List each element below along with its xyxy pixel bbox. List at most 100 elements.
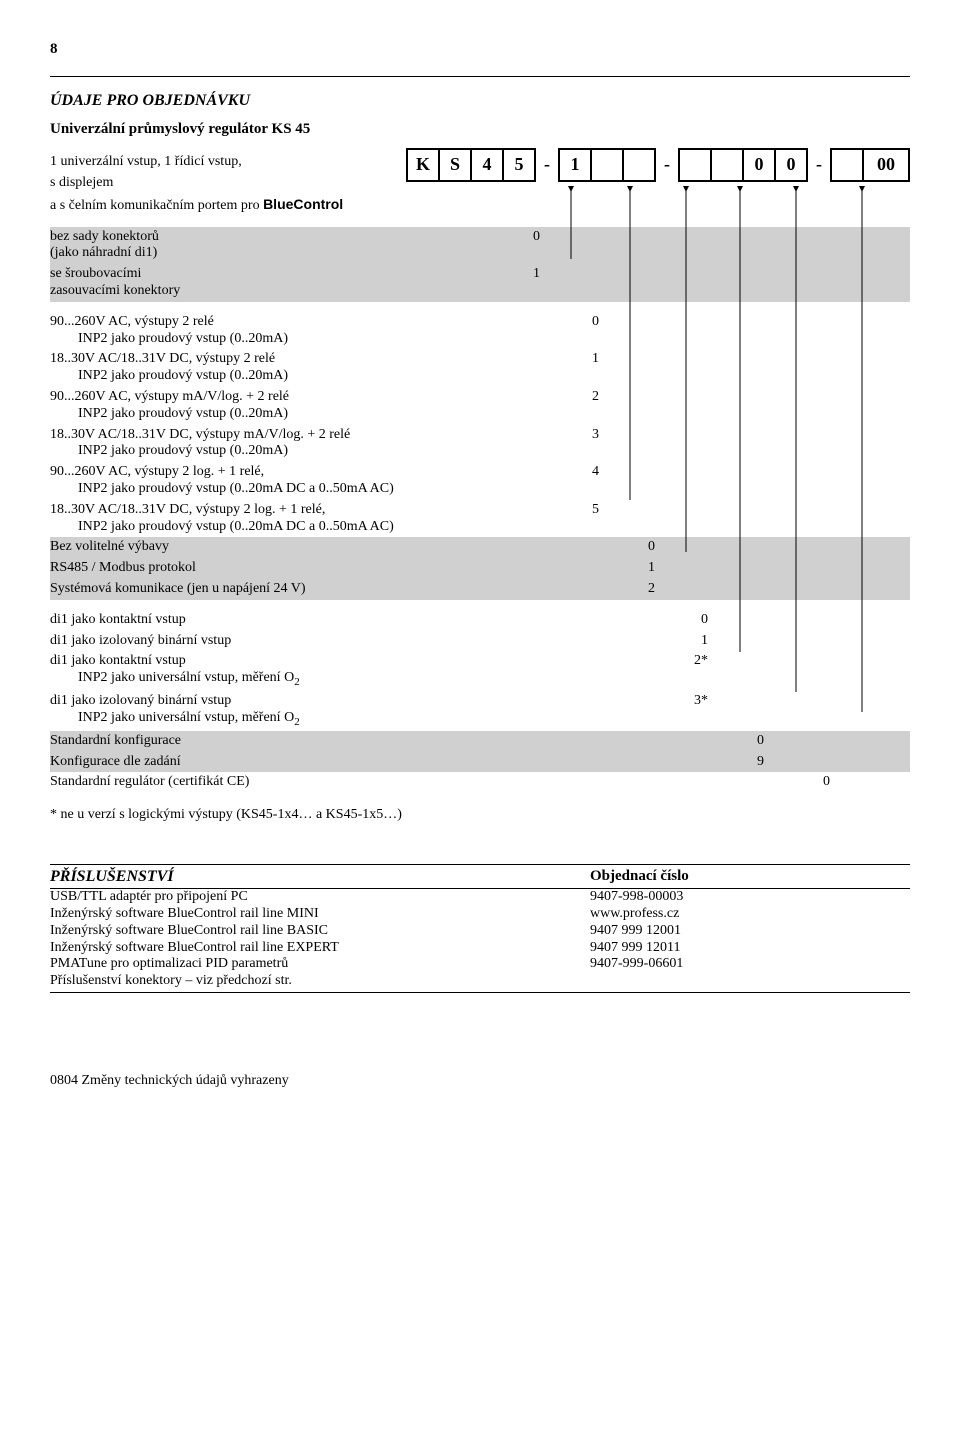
accessory-order-no: 9407 999 12001 <box>590 923 910 940</box>
option-value: 1 <box>539 351 910 368</box>
option-label: Konfigurace dle zadání <box>50 754 704 771</box>
option-value: 0 <box>595 539 910 556</box>
accessory-order-no: www.profess.cz <box>590 906 910 923</box>
accessories-title: PŘÍSLUŠENSTVÍ <box>50 867 590 886</box>
option-row: Standardní regulátor (certifikát CE) 0 <box>50 772 910 793</box>
accessory-order-no: 9407 999 12011 <box>590 940 910 957</box>
text: 18..30V AC/18..31V DC, výstupy 2 relé <box>50 351 275 366</box>
text: a s čelním komunikačním portem pro BlueC… <box>50 196 910 215</box>
section-title: ÚDAJE PRO OBJEDNÁVKU <box>50 91 910 110</box>
option-row: di1 jako izolovaný binární vstup 1 <box>50 631 910 652</box>
code-cell <box>591 149 623 181</box>
option-value: 1 <box>595 560 910 577</box>
main-area: KS45-1-00-00 1 univerzální vstup, 1 řídi… <box>50 152 910 793</box>
code-cell: K <box>407 149 439 181</box>
option-row: 18..30V AC/18..31V DC, výstupy mA/V/log.… <box>50 425 910 463</box>
option-row: di1 jako kontaktní vstup INP2 jako unive… <box>50 651 910 691</box>
option-label: Bez volitelné výbavy <box>50 539 595 556</box>
accessory-row: Inženýrský software BlueControl rail lin… <box>50 906 910 923</box>
option-label: di1 jako kontaktní vstup <box>50 612 648 629</box>
option-row: di1 jako kontaktní vstup 0 <box>50 610 910 631</box>
option-value: 4 <box>539 464 910 481</box>
accessory-order-no: 9407-998-00003 <box>590 889 910 906</box>
subtitle: Univerzální průmyslový regulátor KS 45 <box>50 120 910 138</box>
option-value: 1 <box>190 266 910 283</box>
order-code-boxes: KS45-1-00-00 <box>406 148 910 182</box>
option-row: bez sady konektorů (jako náhradní di1) 0 <box>50 227 910 265</box>
top-rule <box>50 76 910 77</box>
code-cell: 5 <box>503 149 535 181</box>
option-value: 9 <box>704 754 910 771</box>
option-sub: INP2 jako proudový vstup (0..20mA) <box>50 406 539 423</box>
accessory-order-no <box>590 973 910 990</box>
option-label: 90...260V AC, výstupy mA/V/log. + 2 relé… <box>50 389 539 423</box>
option-sub: INP2 jako proudový vstup (0..20mA DC a 0… <box>50 481 539 498</box>
option-value: 0 <box>704 733 910 750</box>
option-sub: INP2 jako proudový vstup (0..20mA) <box>50 443 539 460</box>
code-cell <box>679 149 711 181</box>
code-cell: - <box>535 149 559 181</box>
option-label: di1 jako kontaktní vstup INP2 jako unive… <box>50 653 648 689</box>
accessory-name: Inženýrský software BlueControl rail lin… <box>50 906 590 923</box>
option-sub: INP2 jako universální vstup, měření O2 <box>50 710 648 729</box>
option-row: Bez volitelné výbavy 0 <box>50 537 910 558</box>
footnote: * ne u verzí s logickými výstupy (KS45-1… <box>50 807 910 824</box>
option-label: bez sady konektorů (jako náhradní di1) <box>50 229 190 263</box>
bluecontrol-label: BlueControl <box>263 196 343 212</box>
option-sub: INP2 jako proudový vstup (0..20mA DC a 0… <box>50 519 539 536</box>
text: 90...260V AC, výstupy 2 relé <box>50 314 214 329</box>
option-value: 2 <box>595 581 910 598</box>
code-cell <box>623 149 655 181</box>
option-row: 90...260V AC, výstupy 2 log. + 1 relé, I… <box>50 462 910 500</box>
accessory-order-no: 9407-999-06601 <box>590 956 910 973</box>
option-sub: INP2 jako proudový vstup (0..20mA) <box>50 368 539 385</box>
code-cell: - <box>807 149 831 181</box>
option-value: 2* <box>648 653 910 670</box>
accessory-name: USB/TTL adaptér pro připojení PC <box>50 889 590 906</box>
option-value: 1 <box>648 633 910 650</box>
code-cell: 1 <box>559 149 591 181</box>
accessory-row: USB/TTL adaptér pro připojení PC9407-998… <box>50 889 910 906</box>
option-value: 0 <box>539 314 910 331</box>
option-value: 3* <box>648 693 910 710</box>
option-row: di1 jako izolovaný binární vstup INP2 ja… <box>50 691 910 731</box>
code-cell: 0 <box>775 149 807 181</box>
footer-text: 0804 Změny technických údajů vyhrazeny <box>50 1073 910 1090</box>
code-cell: 4 <box>471 149 503 181</box>
option-label: Systémová komunikace (jen u napájení 24 … <box>50 581 595 598</box>
option-label: di1 jako izolovaný binární vstup INP2 ja… <box>50 693 648 729</box>
accessory-row: Inženýrský software BlueControl rail lin… <box>50 923 910 940</box>
option-label: se šroubovacími zasouvacími konektory <box>50 266 190 300</box>
accessory-name: Příslušenství konektory – viz předchozí … <box>50 973 590 990</box>
accessory-name: PMATune pro optimalizaci PID parametrů <box>50 956 590 973</box>
accessories-bottom-rule <box>50 992 910 993</box>
option-row: 90...260V AC, výstupy mA/V/log. + 2 relé… <box>50 387 910 425</box>
option-label: Standardní regulátor (certifikát CE) <box>50 774 770 791</box>
accessory-row: PMATune pro optimalizaci PID parametrů94… <box>50 956 910 973</box>
text: 18..30V AC/18..31V DC, výstupy 2 log. + … <box>50 502 325 517</box>
option-label: RS485 / Modbus protokol <box>50 560 595 577</box>
option-label: 90...260V AC, výstupy 2 relé INP2 jako p… <box>50 314 539 348</box>
option-row: Standardní konfigurace 0 <box>50 731 910 752</box>
option-value: 5 <box>539 502 910 519</box>
option-row: Konfigurace dle zadání 9 <box>50 752 910 773</box>
code-cell: - <box>655 149 679 181</box>
accessory-row: Příslušenství konektory – viz předchozí … <box>50 973 910 990</box>
option-value: 0 <box>190 229 910 246</box>
option-row: 18..30V AC/18..31V DC, výstupy 2 relé IN… <box>50 349 910 387</box>
accessory-name: Inženýrský software BlueControl rail lin… <box>50 923 590 940</box>
option-row: Systémová komunikace (jen u napájení 24 … <box>50 579 910 600</box>
code-cell <box>711 149 743 181</box>
text: 90...260V AC, výstupy 2 log. + 1 relé, <box>50 464 264 479</box>
option-sub: INP2 jako universální vstup, měření O2 <box>50 670 648 689</box>
option-value: 2 <box>539 389 910 406</box>
accessories-header: PŘÍSLUŠENSTVÍ Objednací číslo <box>50 864 910 889</box>
text: a s čelním komunikačním portem pro <box>50 198 263 213</box>
page-number: 8 <box>50 40 910 58</box>
text: di1 jako kontaktní vstup <box>50 653 186 668</box>
option-label: 18..30V AC/18..31V DC, výstupy mA/V/log.… <box>50 427 539 461</box>
accessory-row: Inženýrský software BlueControl rail lin… <box>50 940 910 957</box>
option-label: 90...260V AC, výstupy 2 log. + 1 relé, I… <box>50 464 539 498</box>
option-row: RS485 / Modbus protokol 1 <box>50 558 910 579</box>
text: 18..30V AC/18..31V DC, výstupy mA/V/log.… <box>50 427 350 442</box>
